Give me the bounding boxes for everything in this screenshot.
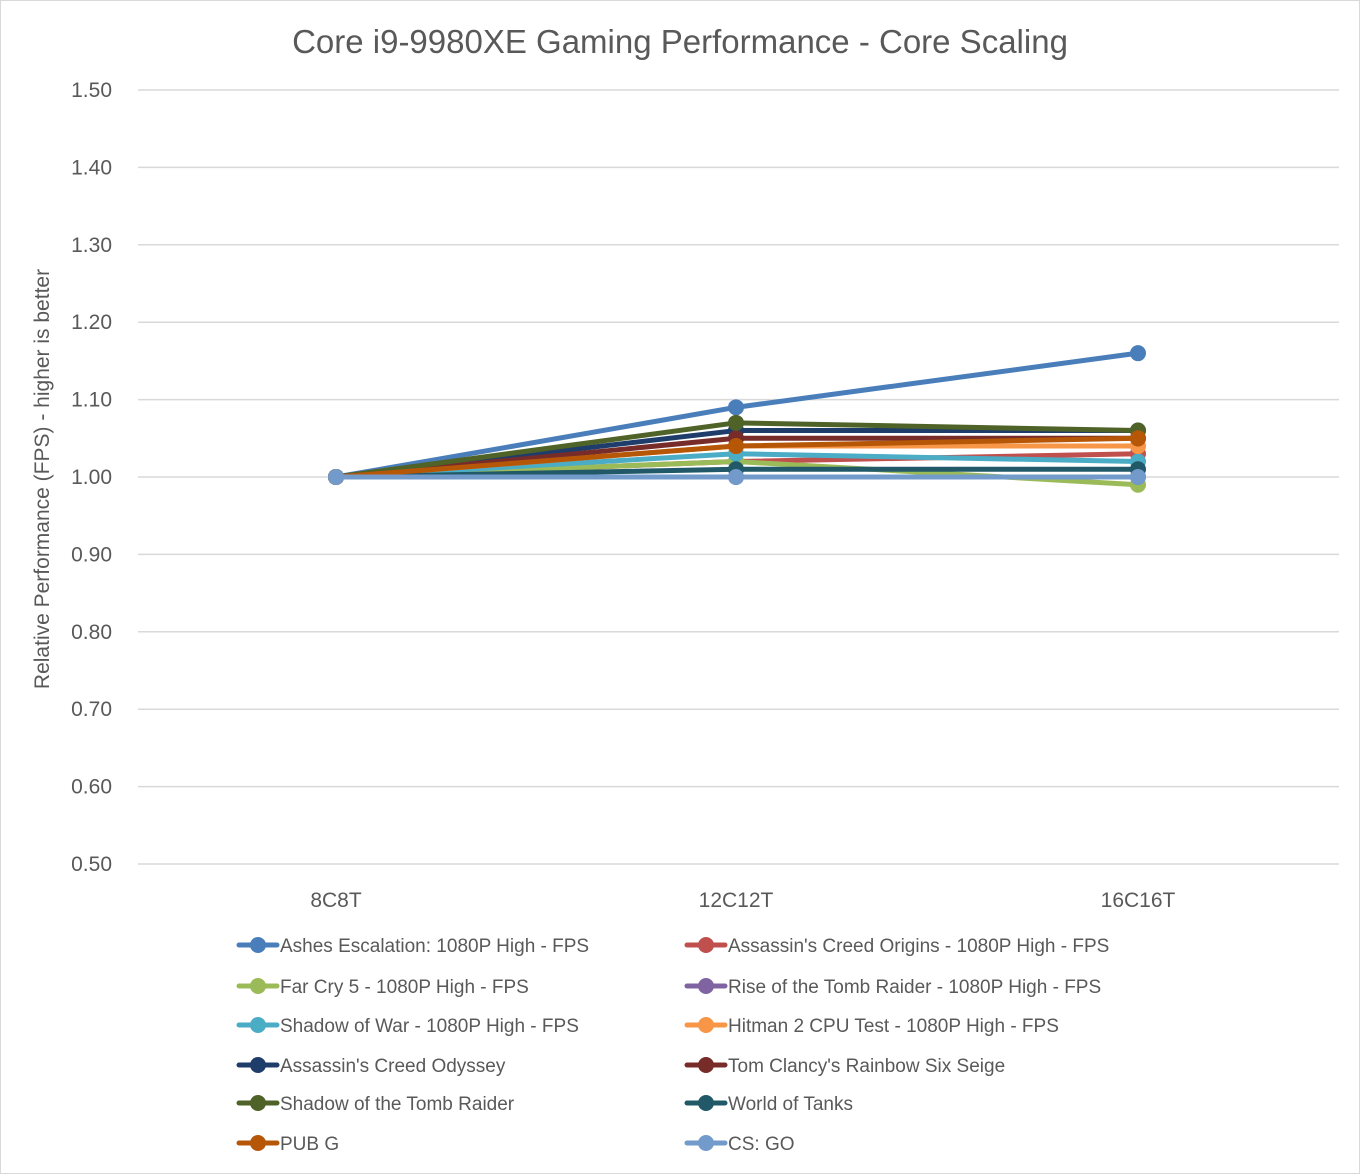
data-point	[728, 399, 744, 416]
data-point	[728, 469, 744, 485]
legend-item: Shadow of the Tomb Raider	[236, 1094, 515, 1115]
legend-swatch-marker	[698, 1095, 714, 1111]
data-point	[1130, 469, 1146, 485]
data-point	[328, 469, 344, 485]
legend-swatch-marker	[698, 1017, 714, 1033]
legend-label: Shadow of the Tomb Raider	[280, 1094, 515, 1115]
series-lines	[328, 345, 1146, 493]
series-11	[328, 469, 1146, 485]
legend-label: Ashes Escalation: 1080P High - FPS	[280, 936, 589, 957]
legend-label: World of Tanks	[728, 1094, 853, 1115]
x-tick-label: 16C16T	[1101, 889, 1176, 912]
y-axis-ticks: 1.50 1.40 1.30 1.20 1.10 1.00 0.90 0.80 0.70 0.60…	[71, 79, 112, 876]
legend-swatch-marker	[250, 1095, 266, 1111]
legend-label: Assassin's Creed Odyssey	[280, 1056, 506, 1077]
legend-item: Rise of the Tomb Raider - 1080P High - F…	[684, 977, 1101, 998]
y-tick-label: 1.10	[71, 389, 112, 412]
y-tick-label: 1.50	[71, 79, 112, 102]
legend-item: Assassin's Creed Odyssey	[236, 1056, 506, 1077]
legend-label: Assassin's Creed Origins - 1080P High - …	[728, 936, 1109, 957]
x-tick-label: 12C12T	[699, 889, 774, 912]
legend-label: Rise of the Tomb Raider - 1080P High - F…	[728, 977, 1101, 998]
legend-swatch-marker	[698, 1135, 714, 1151]
legend-swatch-marker	[250, 978, 266, 994]
legend-label: Far Cry 5 - 1080P High - FPS	[280, 977, 529, 998]
legend-swatch-marker	[250, 1135, 266, 1151]
legend-swatch-marker	[250, 1017, 266, 1033]
data-point	[728, 438, 744, 455]
data-point	[1130, 345, 1146, 362]
legend-label: Tom Clancy's Rainbow Six Seige	[728, 1056, 1005, 1077]
y-tick-label: 1.20	[71, 311, 112, 334]
legend-item: Hitman 2 CPU Test - 1080P High - FPS	[684, 1016, 1059, 1037]
y-tick-label: 0.50	[71, 853, 112, 876]
legend-item: Ashes Escalation: 1080P High - FPS	[236, 936, 589, 957]
legend-item: World of Tanks	[684, 1094, 853, 1115]
x-axis-ticks: 8C8T 12C12T 16C16T	[310, 889, 1175, 912]
legend-swatch-marker	[250, 937, 266, 953]
x-tick-label: 8C8T	[310, 889, 362, 912]
y-tick-label: 0.80	[71, 621, 112, 644]
legend-item: CS: GO	[684, 1134, 795, 1155]
y-tick-label: 1.30	[71, 234, 112, 257]
legend-item: Shadow of War - 1080P High - FPS	[236, 1016, 579, 1037]
legend-label: Hitman 2 CPU Test - 1080P High - FPS	[728, 1016, 1059, 1037]
legend-swatch-marker	[250, 1057, 266, 1073]
legend: Ashes Escalation: 1080P High - FPS Assass…	[236, 936, 1109, 1155]
legend-label: PUB G	[280, 1134, 339, 1155]
y-axis-title: Relative Performance (FPS) - higher is b…	[31, 269, 54, 689]
chart-title: Core i9-9980XE Gaming Performance - Core…	[292, 23, 1068, 60]
y-tick-label: 0.90	[71, 543, 112, 566]
legend-swatch-marker	[698, 937, 714, 953]
y-tick-label: 0.70	[71, 698, 112, 721]
legend-label: CS: GO	[728, 1134, 795, 1155]
data-point	[728, 414, 744, 431]
legend-item: Tom Clancy's Rainbow Six Seige	[684, 1056, 1005, 1077]
data-point	[1130, 430, 1146, 447]
legend-swatch-marker	[698, 1057, 714, 1073]
y-tick-label: 1.00	[71, 466, 112, 489]
legend-label: Shadow of War - 1080P High - FPS	[280, 1016, 579, 1037]
legend-item: Far Cry 5 - 1080P High - FPS	[236, 977, 529, 998]
legend-item: PUB G	[236, 1134, 339, 1155]
legend-item: Assassin's Creed Origins - 1080P High - …	[684, 936, 1109, 957]
legend-swatch-marker	[698, 978, 714, 994]
y-tick-label: 1.40	[71, 156, 112, 179]
y-tick-label: 0.60	[71, 776, 112, 799]
